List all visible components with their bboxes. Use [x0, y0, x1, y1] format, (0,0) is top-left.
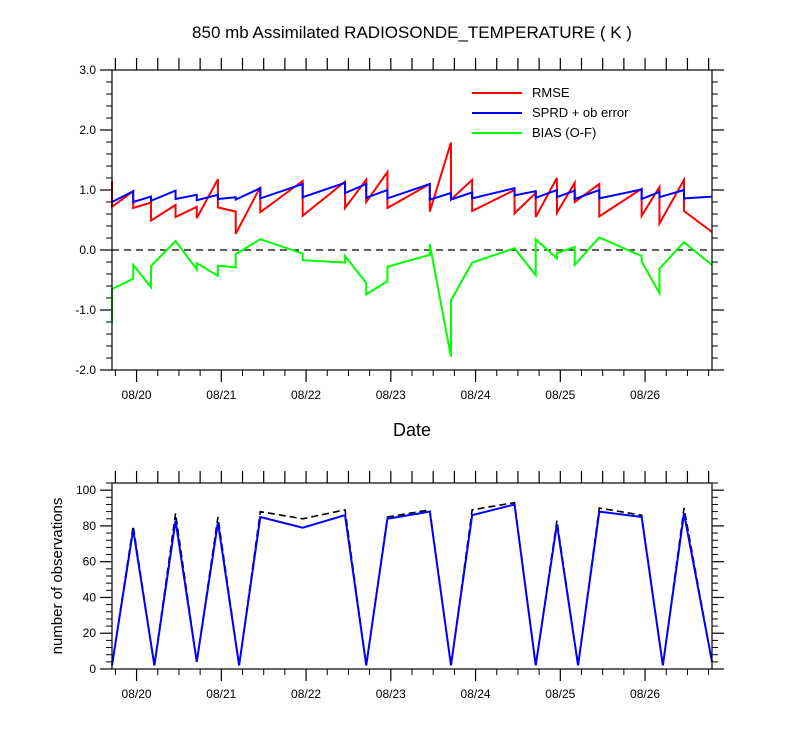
- x-tick-label: 08/22: [291, 687, 321, 701]
- y-tick-label: 1.0: [79, 183, 96, 197]
- x-tick-label: 08/22: [291, 388, 321, 402]
- chart-title: 850 mb Assimilated RADIOSONDE_TEMPERATUR…: [192, 23, 632, 42]
- x-tick-label: 08/23: [376, 388, 406, 402]
- y-tick-label: 80: [83, 519, 97, 533]
- x-tick-label: 08/20: [122, 687, 152, 701]
- top-plot-area: 08/20 08/21 08/22 08/23 08/24 08/25 08/26 -2.0 -…: [75, 58, 724, 402]
- bottom-plot-frame: [111, 482, 713, 670]
- y-tick-label: 40: [83, 590, 97, 604]
- x-tick-label: 08/23: [376, 687, 406, 701]
- x-tick-label: 08/24: [461, 687, 491, 701]
- legend-label: SPRD + ob error: [532, 105, 629, 120]
- bottom-plot-area: 08/20 08/21 08/22 08/23 08/24 08/25 08/26 0 20 40…: [76, 471, 724, 701]
- y-tick-label: 100: [76, 483, 96, 497]
- x-tick-label: 08/20: [122, 388, 152, 402]
- series-line-sprd-ob-error: [111, 181, 713, 204]
- series-line-bias-o-f: [111, 236, 713, 357]
- bottom-y-axis-title: number of observations: [49, 498, 66, 655]
- legend-label: RMSE: [532, 85, 570, 100]
- series-line-obs-used: [111, 503, 713, 666]
- y-tick-label: 2.0: [79, 123, 96, 137]
- y-tick-label: 0: [89, 662, 96, 676]
- x-tick-label: 08/21: [206, 388, 236, 402]
- y-tick-label: 20: [83, 626, 97, 640]
- x-tick-label: 08/25: [545, 687, 575, 701]
- series-line-rmse: [111, 142, 713, 235]
- x-tick-label: 08/25: [545, 388, 575, 402]
- series-line-obs-possible: [111, 501, 713, 666]
- x-tick-label: 08/24: [461, 388, 491, 402]
- x-axis-title: Date: [393, 420, 431, 440]
- y-tick-label: 0.0: [79, 243, 96, 257]
- x-tick-label: 08/21: [206, 687, 236, 701]
- legend-label: BIAS (O-F): [532, 125, 596, 140]
- x-tick-label: 08/26: [630, 687, 660, 701]
- y-tick-label: 3.0: [79, 63, 96, 77]
- legend: RMSE SPRD + ob error BIAS (O-F): [472, 85, 629, 140]
- y-tick-label: 60: [83, 555, 97, 569]
- y-tick-label: -2.0: [75, 363, 96, 377]
- top-plot-frame: [111, 69, 713, 371]
- x-tick-label: 08/26: [630, 388, 660, 402]
- y-tick-label: -1.0: [75, 303, 96, 317]
